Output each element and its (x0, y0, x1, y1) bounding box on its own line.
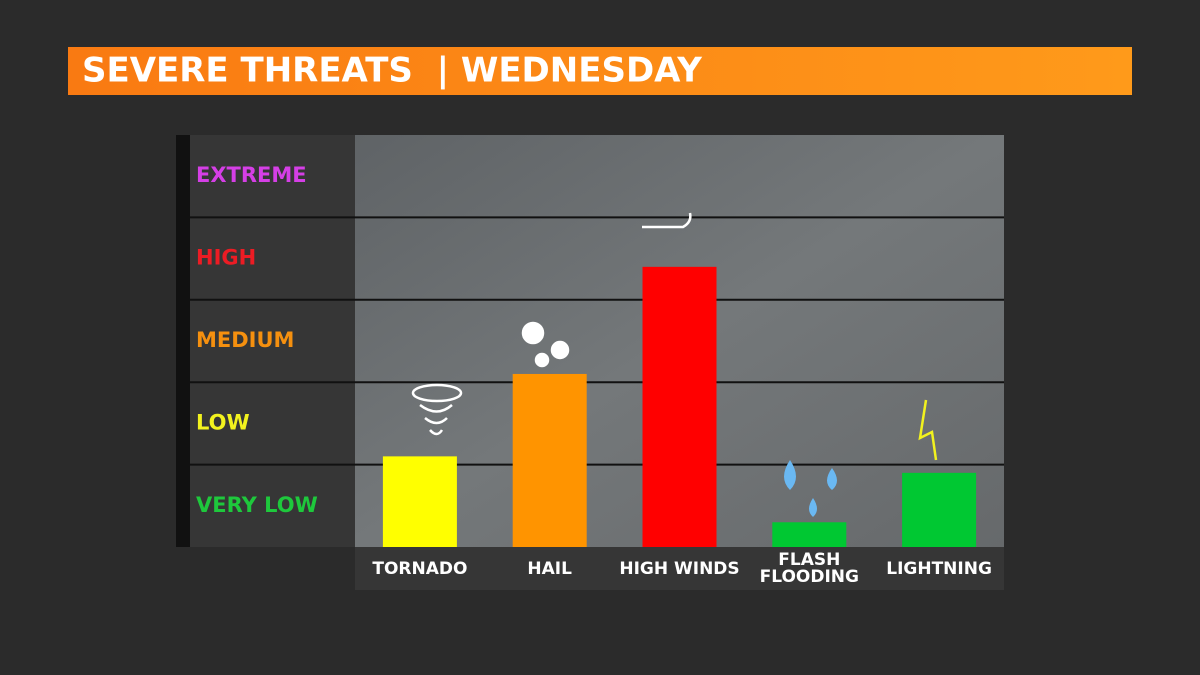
axis-bar (176, 135, 190, 547)
x-tick-label: TORNADO (372, 559, 468, 579)
bar (512, 373, 587, 547)
y-tick-label: MEDIUM (196, 328, 294, 352)
x-tick-label: HIGH WINDS (619, 559, 740, 579)
title-banner (68, 47, 1132, 95)
bar (902, 472, 977, 547)
category-strip (355, 547, 1004, 590)
bar (772, 522, 847, 547)
y-tick-label: EXTREME (196, 163, 307, 187)
flood-icon (784, 460, 837, 517)
x-tick-label: FLASH FLOODING (759, 550, 859, 587)
hail-icon (521, 321, 545, 345)
bar (382, 456, 457, 547)
x-tick-label: HAIL (527, 559, 572, 579)
icons (411, 212, 938, 517)
label-panel (176, 135, 355, 547)
tornado-icon (411, 383, 463, 403)
y-tick-label: LOW (196, 410, 250, 434)
hail-icon (550, 340, 570, 360)
y-tick-label: HIGH (196, 246, 256, 270)
hail-icon (534, 352, 550, 368)
wind-icon (642, 212, 692, 229)
x-tick-label: LIGHTNING (886, 559, 992, 579)
tornado-icon (419, 403, 453, 436)
y-tick-label: VERY LOW (196, 493, 318, 517)
chart-title: SEVERE THREATS | WEDNESDAY (82, 51, 702, 91)
bar (642, 266, 717, 547)
lightning-icon (918, 399, 938, 461)
